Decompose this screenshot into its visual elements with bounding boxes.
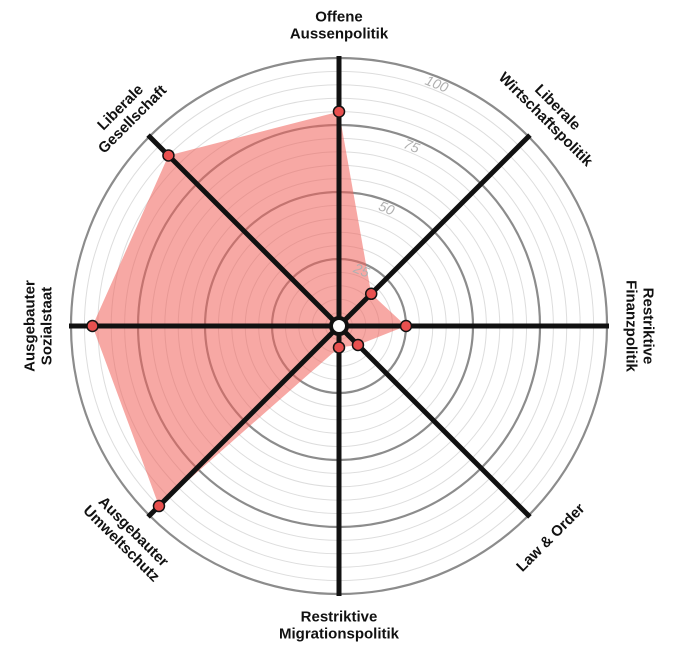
axis-label-line: Migrationspolitik [279, 625, 400, 642]
data-point-ausgebauter-sozialstaat [86, 319, 99, 333]
axis-label-line: Ausgebauter [21, 280, 38, 372]
axis-spoke-liberale-gesellschaft [146, 133, 341, 328]
tick-label-25: 25 [350, 259, 372, 280]
center-marker [329, 316, 349, 336]
data-point-restriktive-migrationspolitik [332, 341, 346, 354]
tick-label-50: 50 [376, 198, 397, 219]
radial-tick-labels: 25 50 75 100 [350, 72, 450, 281]
data-point-liberale-gesellschaft [162, 149, 175, 162]
profile-area [92, 111, 406, 507]
axis-label-line: Aussenpolitik [290, 25, 389, 42]
data-point-offene-aussenpolitik [332, 105, 346, 118]
tick-label-75: 75 [402, 136, 423, 157]
profile-polygon [92, 111, 406, 507]
radar-axes [69, 56, 609, 596]
tick-label-100: 100 [423, 72, 451, 96]
data-point-ausgebauter-umweltschutz [152, 499, 166, 513]
axis-spoke-ausgebauter-umweltschutz [146, 324, 341, 519]
axis-label-line: Sozialstaat [38, 287, 55, 365]
axis-spoke-law-and-order [337, 324, 532, 519]
data-point-liberale-wirtschaftspolitik [364, 287, 378, 301]
data-point-law-and-order [351, 338, 365, 352]
axis-label-ausgebauter-sozialstaat: Ausgebauter Sozialstaat [21, 280, 55, 372]
axis-label-line: Offene [315, 8, 363, 25]
axis-label-line: Restriktive [301, 608, 378, 625]
axis-label-line: Finanzpolitik [623, 280, 640, 372]
data-point-restriktive-finanzpolitik [399, 319, 413, 333]
axis-label-line: Restriktive [640, 288, 657, 365]
profile-points [86, 105, 413, 513]
